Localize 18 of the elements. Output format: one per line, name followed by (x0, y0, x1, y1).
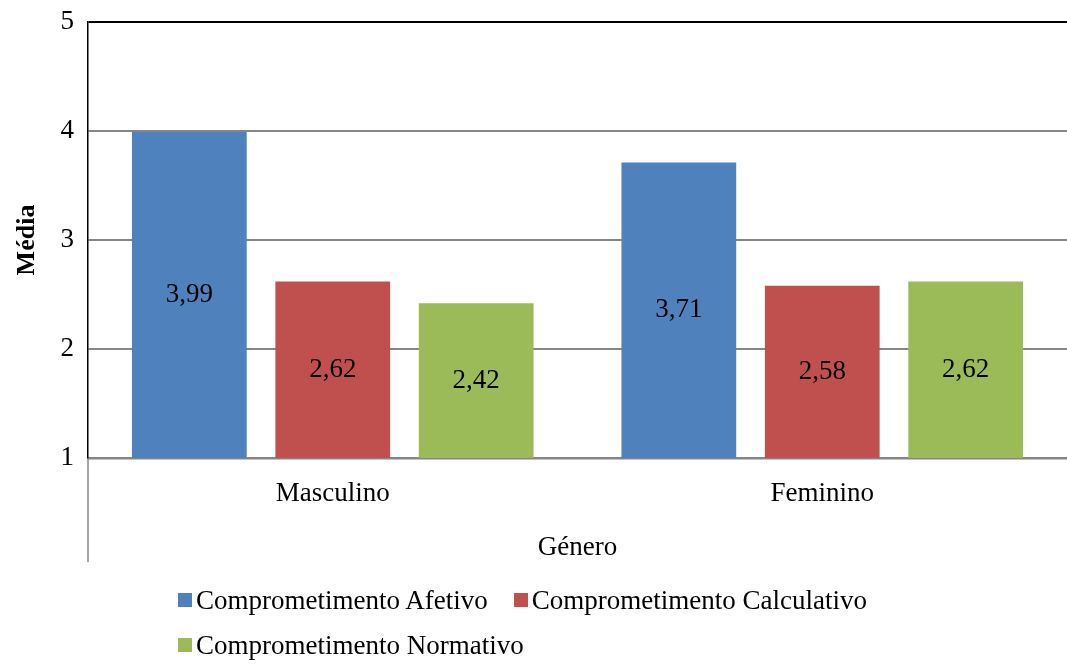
legend-label: Comprometimento Afetivo (196, 584, 488, 617)
data-label: 2,42 (452, 363, 500, 394)
y-tick-label: 1 (60, 441, 74, 472)
y-tick-label: 3 (60, 223, 74, 254)
data-label: 2,62 (309, 352, 357, 383)
data-label: 3,99 (165, 278, 213, 309)
y-tick-label: 4 (60, 114, 75, 145)
legend-label: Comprometimento Calculativo (531, 584, 867, 617)
data-label: 3,71 (655, 293, 703, 324)
y-axis-title: Média (11, 204, 41, 276)
y-tick-label: 5 (60, 5, 74, 36)
x-tick-label: Feminino (770, 477, 875, 508)
y-tick-label: 2 (60, 332, 74, 363)
legend-label: Comprometimento Normativo (196, 629, 524, 662)
x-axis-title: Género (537, 530, 618, 561)
data-label: 2,62 (942, 352, 990, 383)
data-label: 2,58 (798, 354, 846, 385)
x-tick-label: Masculino (275, 477, 390, 508)
